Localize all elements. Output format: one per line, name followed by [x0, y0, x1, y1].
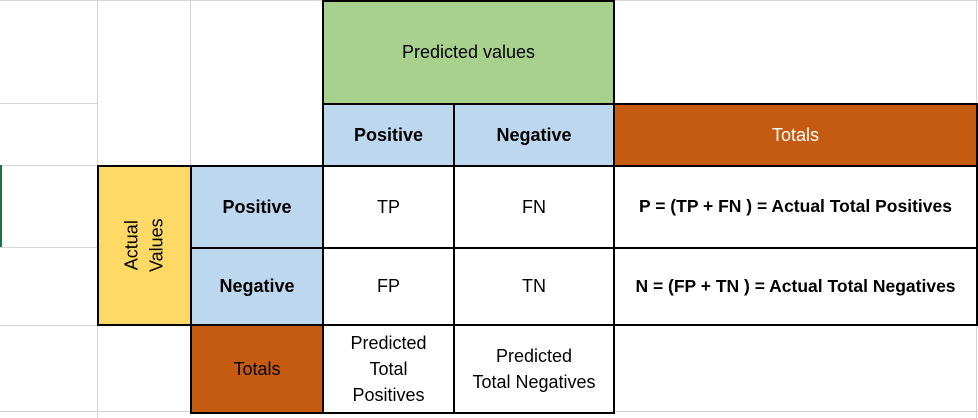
gridline	[614, 411, 978, 412]
predicted-values-header: Predicted values	[322, 0, 615, 105]
cell-predicted-total-positives: Predicted Total Positives	[322, 324, 455, 414]
selection-indicator	[0, 165, 2, 247]
actual-total-negatives-label: N = (FP + TN ) = Actual Total Negatives	[635, 275, 956, 296]
actual-label: Actual	[121, 220, 142, 271]
gridline	[190, 0, 191, 165]
gridline	[0, 165, 98, 166]
col-header-negative-label: Negative	[496, 124, 572, 145]
predicted-total-positives-line: Predicted	[350, 332, 427, 353]
cell-fn: FN	[453, 165, 615, 249]
actual-values-label: Actual Values	[119, 219, 169, 273]
gridline	[97, 325, 98, 418]
predicted-total-negatives-line: Predicted	[495, 345, 573, 366]
row-header-negative-label: Negative	[219, 276, 295, 297]
cell-fn-label: FN	[522, 196, 546, 217]
cell-tn-label: TN	[522, 276, 546, 297]
cell-fp: FP	[322, 247, 455, 326]
row-header-positive: Positive	[190, 165, 324, 249]
gridline	[0, 411, 190, 412]
gridline	[97, 0, 98, 165]
col-header-negative: Negative	[453, 103, 615, 167]
row-header-totals: Totals	[190, 324, 324, 414]
cell-actual-total-negatives: N = (FP + TN ) = Actual Total Negatives	[613, 247, 978, 326]
row-header-positive-label: Positive	[222, 196, 292, 217]
predicted-values-label: Predicted values	[401, 42, 536, 63]
cell-tp: TP	[322, 165, 455, 249]
actual-total-positives-label: P = (TP + FN ) = Actual Total Positives	[639, 196, 952, 217]
actual-values-header: Actual Values	[97, 165, 192, 326]
cell-fp-label: FP	[376, 276, 400, 297]
row-header-negative: Negative	[190, 247, 324, 326]
gridline	[0, 247, 98, 248]
cell-actual-total-positives: P = (TP + FN ) = Actual Total Positives	[613, 165, 978, 249]
cell-tp-label: TP	[376, 196, 400, 217]
col-header-totals: Totals	[613, 103, 978, 167]
predicted-total-negatives-line: Total Negatives	[472, 372, 596, 392]
cell-predicted-total-negatives: Predicted Total Negatives	[453, 324, 615, 414]
values-label: Values	[146, 218, 167, 273]
gridline	[0, 325, 98, 326]
gridline	[0, 103, 98, 104]
col-header-positive-label: Positive	[353, 124, 424, 145]
col-header-totals-label: Totals	[771, 124, 820, 145]
cell-tn: TN	[453, 247, 615, 326]
col-header-positive: Positive	[322, 103, 455, 167]
row-header-totals-label: Totals	[233, 358, 281, 379]
predicted-total-positives-line: Total	[369, 358, 408, 379]
predicted-total-positives-line: Positives	[352, 385, 425, 406]
